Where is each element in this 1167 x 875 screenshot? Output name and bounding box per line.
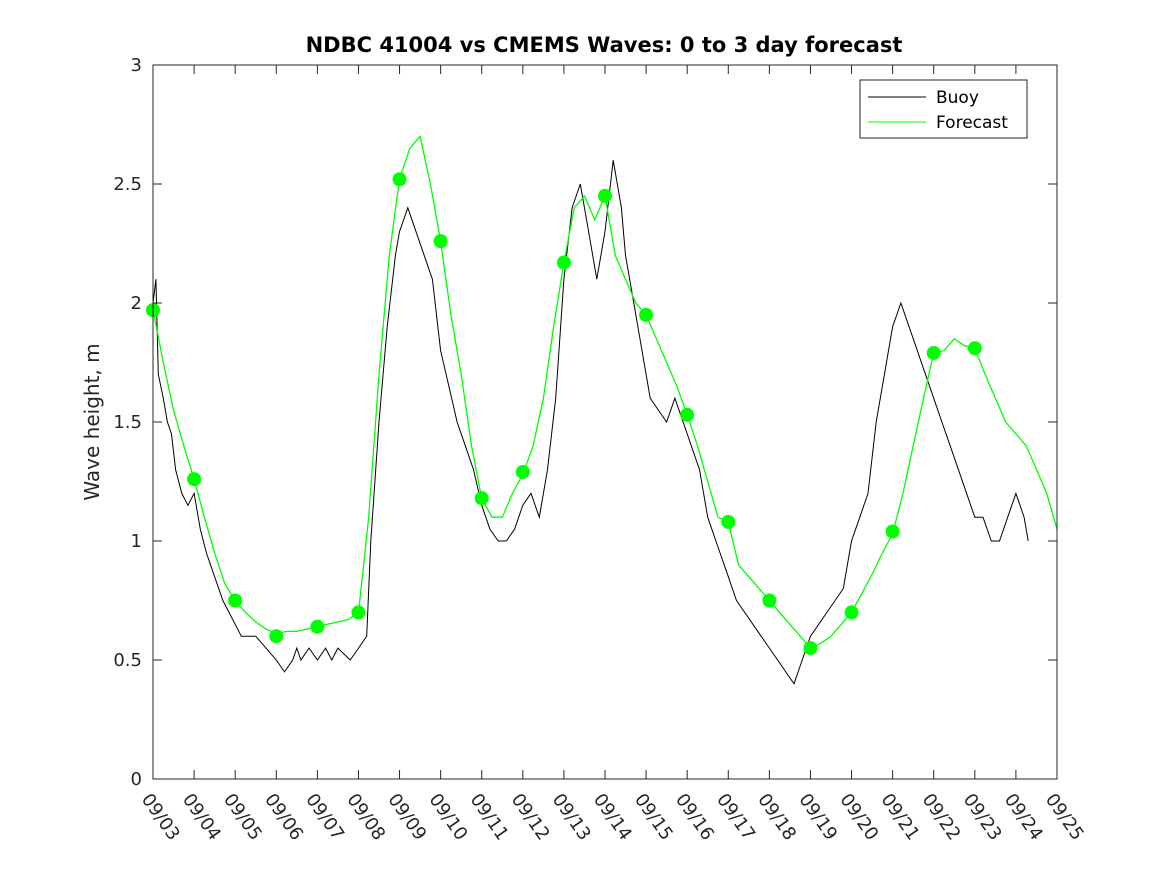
x-tick-label: 09/06 (260, 790, 307, 845)
buoy-series-layer (152, 160, 1029, 685)
y-tick-label: 2 (131, 293, 142, 314)
x-tick-label: 09/17 (712, 790, 759, 845)
y-tick-label: 1 (131, 531, 142, 552)
x-tick-label: 09/08 (342, 790, 389, 845)
x-tick-label: 09/11 (466, 790, 513, 845)
forecast-marker (228, 593, 243, 608)
x-tick-label: 09/03 (137, 790, 184, 845)
x-tick-label: 09/20 (835, 790, 882, 845)
x-tick-label: 09/13 (548, 790, 595, 845)
x-tick-label: 09/23 (959, 790, 1006, 845)
forecast-marker (803, 641, 818, 656)
buoy-series-line (152, 160, 1029, 685)
x-tick-label: 09/07 (301, 790, 348, 845)
x-tick-label: 09/24 (1000, 790, 1047, 845)
y-tick-label: 2.5 (113, 174, 142, 195)
forecast-marker (680, 407, 695, 422)
legend-box (859, 79, 1028, 139)
forecast-marker (639, 307, 654, 322)
forecast-marker (844, 605, 859, 620)
plot-background (153, 65, 1057, 779)
chart-title: NDBC 41004 vs CMEMS Waves: 0 to 3 day fo… (306, 33, 903, 57)
forecast-marker (967, 341, 982, 356)
x-tick-label: 09/18 (753, 790, 800, 845)
forecast-marker (392, 172, 407, 187)
forecast-marker (885, 524, 900, 539)
legend: Buoy Forecast (859, 79, 1028, 139)
legend-forecast-label: Forecast (936, 113, 1008, 133)
y-tick-label: 1.5 (113, 412, 142, 433)
x-tick-label: 09/25 (1041, 790, 1088, 845)
forecast-marker (433, 234, 448, 249)
x-tick-label: 09/22 (918, 790, 965, 845)
forecast-marker (721, 514, 736, 529)
legend-buoy-label: Buoy (936, 88, 979, 108)
y-tick-label: 3 (131, 55, 142, 76)
x-tick-label: 09/16 (671, 790, 718, 845)
x-tick-label: 09/05 (219, 790, 266, 845)
forecast-marker (515, 464, 530, 479)
x-tick-label: 09/10 (425, 790, 472, 845)
x-tick-label: 09/15 (630, 790, 677, 845)
x-tick-label: 09/04 (178, 790, 225, 845)
forecast-marker (351, 605, 366, 620)
forecast-marker (310, 619, 325, 634)
forecast-marker (474, 491, 489, 506)
forecast-marker (926, 345, 941, 360)
x-tick-label: 09/09 (383, 790, 430, 845)
plot-area (146, 64, 1058, 780)
x-tick-label: 09/21 (877, 790, 924, 845)
y-tick-label: 0 (131, 769, 142, 790)
x-tick-label: 09/14 (589, 790, 636, 845)
x-tick-label: 09/19 (794, 790, 841, 845)
forecast-marker (598, 188, 612, 203)
y-axis-ticks: 0 0.5 1 1.5 2 2.5 3 (113, 55, 1057, 790)
forecast-marker (556, 255, 571, 270)
y-axis-label: Wave height, m (80, 343, 104, 500)
marker-layer (146, 172, 982, 656)
forecast-marker (762, 593, 777, 608)
y-tick-label: 0.5 (113, 650, 142, 671)
forecast-marker (269, 629, 284, 644)
forecast-marker (187, 472, 202, 487)
x-tick-label: 09/12 (507, 790, 554, 845)
